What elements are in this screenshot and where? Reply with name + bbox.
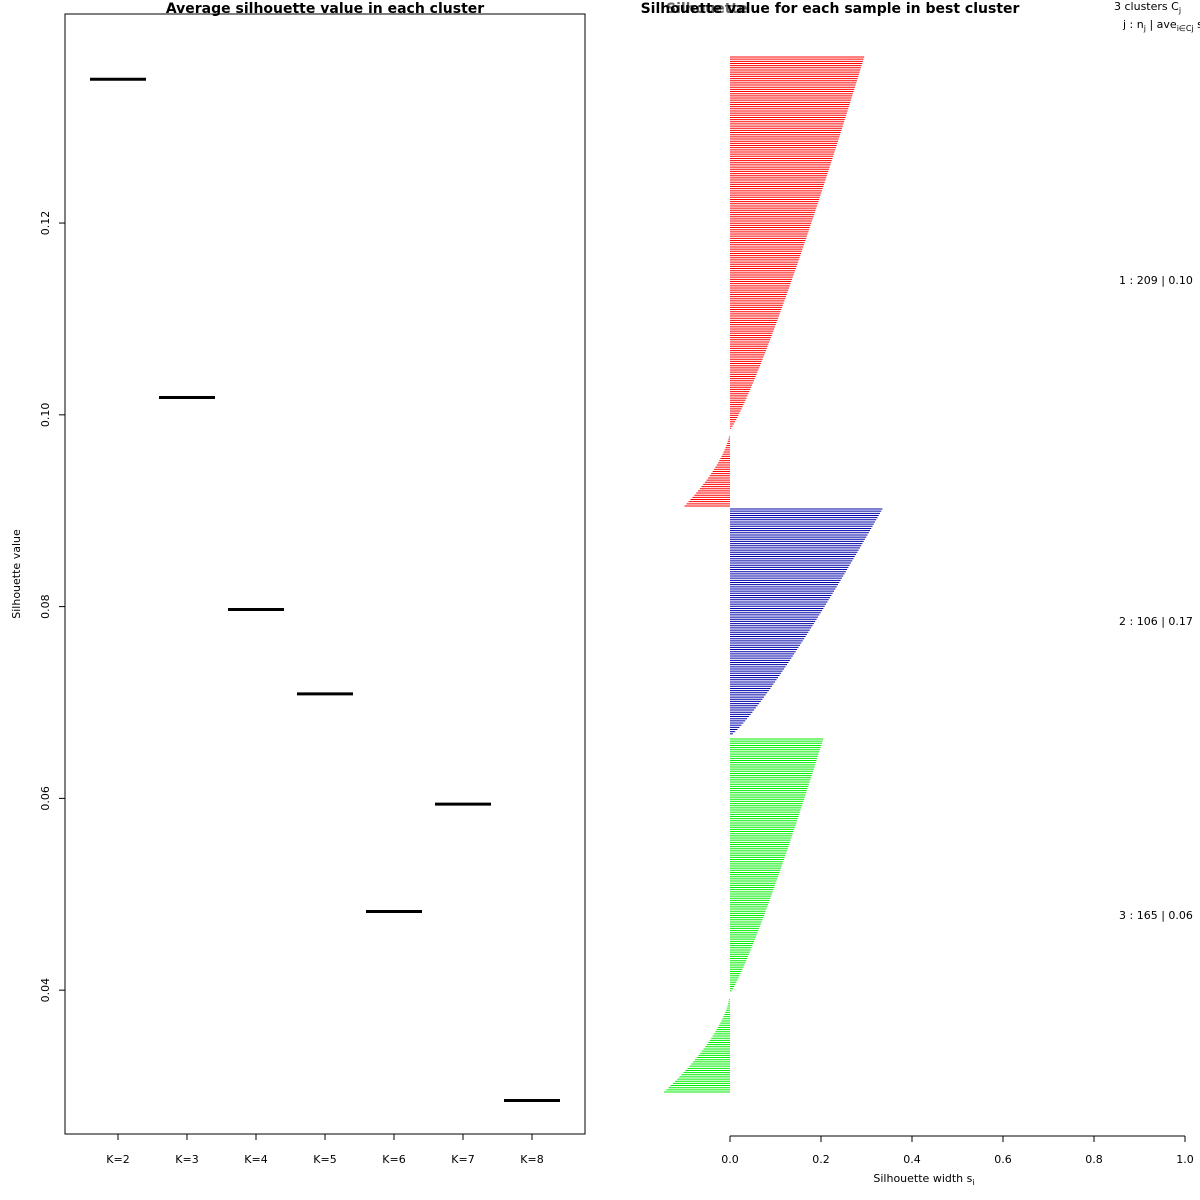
cluster-1-bars <box>684 56 865 507</box>
cluster-legend: 3 clusters Cj j : nj | avei∈Cj s 1 : 209… <box>1114 0 1200 922</box>
right-x-axis-label: Silhouette width si <box>873 1172 974 1187</box>
right-x-tick-label: 0.2 <box>812 1153 830 1166</box>
silhouette-bars <box>664 56 883 1093</box>
left-x-tick-label: K=3 <box>175 1153 198 1166</box>
left-plot-frame <box>64 13 586 1135</box>
left-y-tick-label: 0.12 <box>39 211 52 236</box>
left-x-axis: K=2 K=3 K=4 K=5 K=6 K=7 K=8 <box>106 1133 544 1166</box>
left-x-tick-label: K=8 <box>520 1153 543 1166</box>
left-y-tick-label: 0.06 <box>39 786 52 811</box>
left-x-tick-label: K=5 <box>313 1153 336 1166</box>
right-chart-title-overlap: Silhouette <box>666 1 748 17</box>
right-panel: Silhouette value for each sample in best… <box>641 0 1200 1187</box>
right-x-tick-label: 0.4 <box>903 1153 921 1166</box>
cluster-2-bars <box>730 508 883 735</box>
left-x-tick-label: K=2 <box>106 1153 129 1166</box>
legend-cluster-2: 2 : 106 | 0.17 <box>1119 615 1193 628</box>
left-y-axis-label: Silhouette value <box>10 529 23 619</box>
right-x-tick-label: 0.8 <box>1085 1153 1103 1166</box>
right-x-tick-label: 0.6 <box>994 1153 1012 1166</box>
left-series <box>90 77 560 1102</box>
left-x-tick-label: K=6 <box>382 1153 405 1166</box>
right-x-tick-label: 1.0 <box>1176 1153 1194 1166</box>
left-y-tick-label: 0.08 <box>39 594 52 619</box>
left-x-tick-label: K=4 <box>244 1153 267 1166</box>
left-chart-title: Average silhouette value in each cluster <box>166 1 484 17</box>
cluster-3-bars <box>664 738 824 1093</box>
legend-header-line1: 3 clusters Cj <box>1114 0 1181 15</box>
legend-cluster-1: 1 : 209 | 0.10 <box>1119 274 1193 287</box>
left-y-tick-label: 0.04 <box>39 978 52 1003</box>
left-panel: Average silhouette value in each cluster… <box>10 1 586 1166</box>
legend-cluster-3: 3 : 165 | 0.06 <box>1119 909 1193 922</box>
left-y-tick-label: 0.10 <box>39 403 52 428</box>
legend-header-line2: j : nj | avei∈Cj s <box>1122 18 1200 33</box>
left-y-axis: 0.04 0.06 0.08 0.10 0.12 <box>39 211 66 1003</box>
left-x-tick-label: K=7 <box>451 1153 474 1166</box>
right-x-tick-label: 0.0 <box>721 1153 739 1166</box>
right-x-axis: 0.0 0.2 0.4 0.6 0.8 1.0 <box>721 1135 1194 1166</box>
right-chart-title: Silhouette value for each sample in best… <box>641 1 1020 17</box>
